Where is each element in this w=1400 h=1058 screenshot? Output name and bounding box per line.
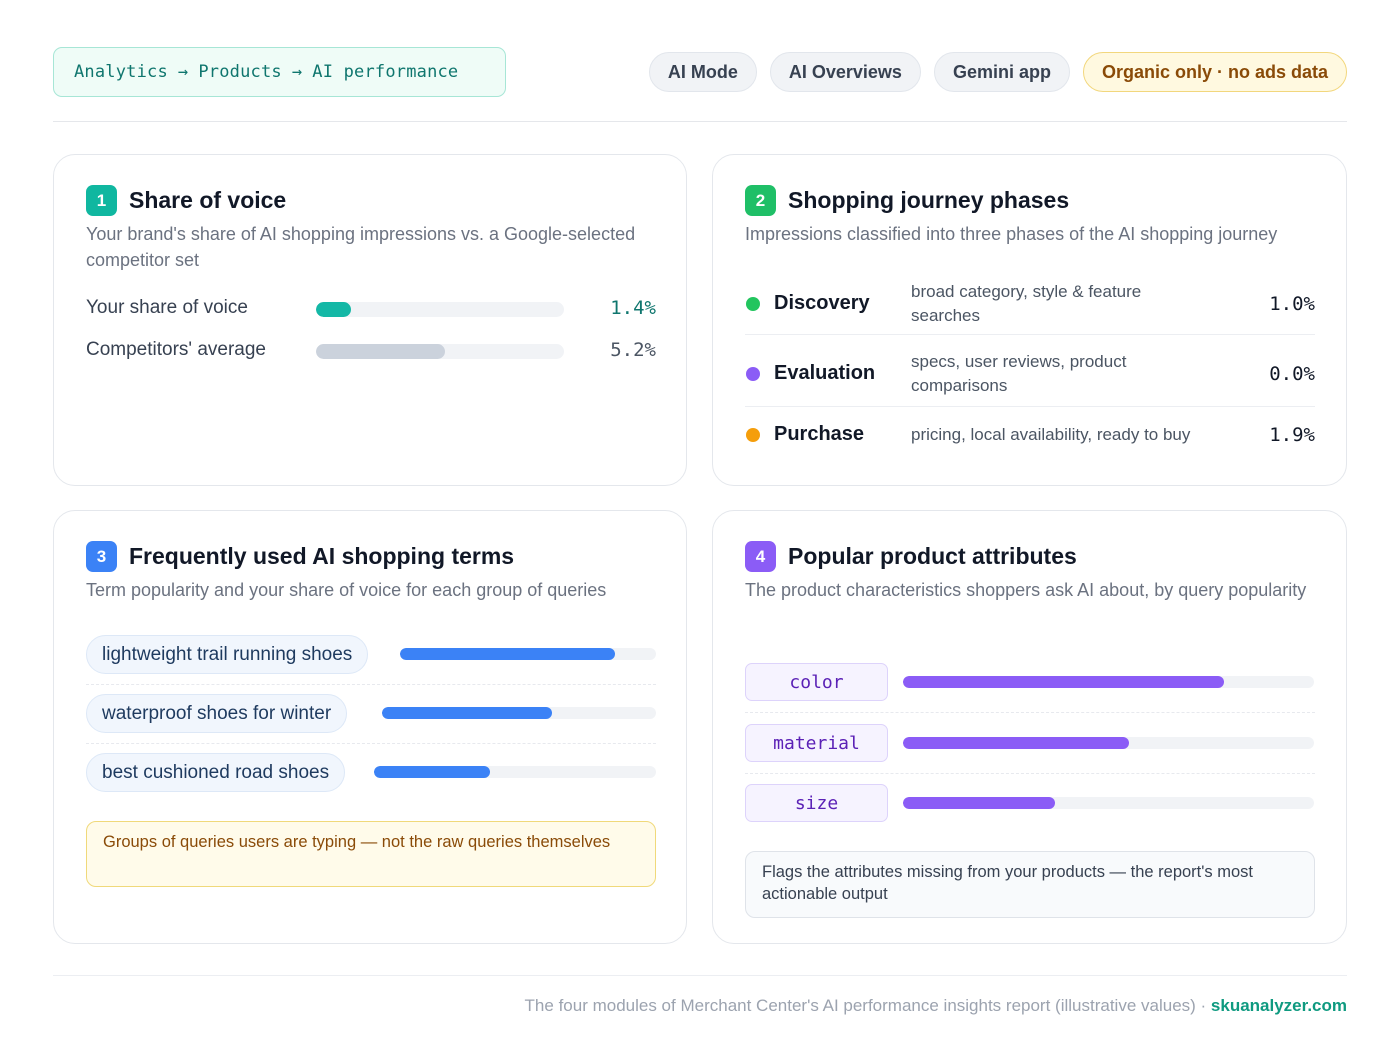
phase-value: 0.0% [1269, 363, 1315, 385]
product-attributes-card: 4 Popular product attributes The product… [712, 510, 1347, 944]
term-bar-track [374, 766, 656, 778]
phase-row-discovery: Discovery broad category, style & featur… [745, 271, 1315, 335]
phase-value: 1.0% [1269, 293, 1315, 315]
term-bar-fill [400, 648, 616, 660]
footer-caption: The four modules of Merchant Center's AI… [525, 996, 1347, 1016]
attribute-bar-track [903, 797, 1314, 809]
sov-bar-track [316, 302, 564, 317]
breadcrumb-item-products[interactable]: Products [198, 62, 282, 82]
chip-ai-mode[interactable]: AI Mode [648, 52, 757, 92]
card-subtitle: Term popularity and your share of voice … [86, 580, 607, 600]
sov-row-competitors: Competitors' average 5.2% [86, 336, 656, 366]
row-divider [745, 773, 1315, 774]
attribute-chip[interactable]: color [745, 663, 888, 701]
journey-phases-card: 2 Shopping journey phases Impressions cl… [712, 154, 1347, 486]
row-divider [86, 684, 656, 685]
term-row: best cushioned road shoes [86, 753, 656, 793]
query-groups-note: Groups of queries users are typing — not… [86, 821, 656, 887]
footer-brand-link[interactable]: skuanalyzer.com [1210, 996, 1347, 1015]
missing-attributes-note: Flags the attributes missing from your p… [745, 851, 1315, 918]
footer-divider [53, 975, 1347, 976]
attribute-bar-track [903, 737, 1314, 749]
sov-bar-fill [316, 302, 351, 317]
sov-row-yours: Your share of voice 1.4% [86, 294, 656, 324]
attribute-bar-fill [903, 797, 1056, 809]
term-row: lightweight trail running shoes [86, 635, 656, 675]
phase-description: broad category, style & feature searches [911, 282, 1142, 325]
term-bar-track [382, 707, 656, 719]
phase-value: 1.9% [1269, 424, 1315, 446]
chip-gemini-app[interactable]: Gemini app [933, 52, 1070, 92]
card-title: Share of voice [129, 187, 287, 213]
sov-value: 1.4% [610, 297, 656, 319]
phase-row-evaluation: Evaluation specs, user reviews, product … [745, 339, 1315, 407]
phase-name: Evaluation [774, 362, 876, 384]
sov-value: 5.2% [610, 339, 656, 361]
term-bar-track [400, 648, 656, 660]
breadcrumb-item-ai-performance: AI performance [312, 62, 459, 82]
attribute-chip[interactable]: material [745, 724, 888, 762]
sov-label: Your share of voice [86, 297, 248, 318]
shopping-terms-card: 3 Frequently used AI shopping terms Term… [53, 510, 687, 944]
row-divider [745, 712, 1315, 713]
breadcrumb-separator: → [177, 62, 189, 82]
sov-bar-track [316, 344, 564, 359]
module-number-badge: 2 [745, 185, 776, 216]
term-chip[interactable]: waterproof shoes for winter [86, 694, 348, 733]
attribute-row: size [745, 784, 1315, 822]
card-title: Frequently used AI shopping terms [129, 543, 515, 569]
attribute-bar-track [903, 676, 1314, 688]
row-divider [86, 743, 656, 744]
breadcrumb-separator: → [291, 62, 303, 82]
card-subtitle: Your brand's share of AI shopping impres… [86, 224, 636, 270]
card-title: Popular product attributes [788, 543, 1077, 569]
card-subtitle: The product characteristics shoppers ask… [745, 580, 1307, 600]
term-chip[interactable]: best cushioned road shoes [86, 753, 346, 792]
header-divider [53, 121, 1347, 122]
share-of-voice-card: 1 Share of voice Your brand's share of A… [53, 154, 687, 486]
phase-dot-icon [746, 297, 760, 311]
attribute-chip[interactable]: size [745, 784, 888, 822]
sov-bar-fill [316, 344, 445, 359]
phase-description: pricing, local availability, ready to bu… [911, 425, 1191, 444]
attribute-bar-fill [903, 737, 1130, 749]
attribute-bar-fill [903, 676, 1224, 688]
phase-name: Purchase [774, 423, 865, 445]
term-bar-fill [374, 766, 490, 778]
surface-filter-chips: AI Mode AI Overviews Gemini app Organic … [648, 52, 1347, 92]
term-chip[interactable]: lightweight trail running shoes [86, 635, 369, 674]
module-number-badge: 3 [86, 541, 117, 572]
breadcrumb-item-analytics[interactable]: Analytics [74, 62, 168, 82]
chip-ai-overviews[interactable]: AI Overviews [769, 52, 921, 92]
module-number-badge: 4 [745, 541, 776, 572]
sov-label: Competitors' average [86, 339, 266, 360]
footer-text: The four modules of Merchant Center's AI… [524, 996, 1211, 1015]
phase-dot-icon [746, 428, 760, 442]
module-number-badge: 1 [86, 185, 117, 216]
phase-description: specs, user reviews, product comparisons [911, 352, 1127, 395]
term-bar-fill [382, 707, 552, 719]
card-subtitle: Impressions classified into three phases… [745, 224, 1278, 244]
attribute-row: material [745, 724, 1315, 762]
phase-dot-icon [746, 367, 760, 381]
card-title: Shopping journey phases [788, 187, 1070, 213]
breadcrumb: Analytics → Products → AI performance [53, 47, 506, 97]
term-row: waterproof shoes for winter [86, 694, 656, 734]
attribute-row: color [745, 663, 1315, 701]
organic-only-badge: Organic only · no ads data [1082, 52, 1347, 92]
phase-row-purchase: Purchase pricing, local availability, re… [745, 411, 1315, 459]
phase-name: Discovery [774, 292, 870, 314]
